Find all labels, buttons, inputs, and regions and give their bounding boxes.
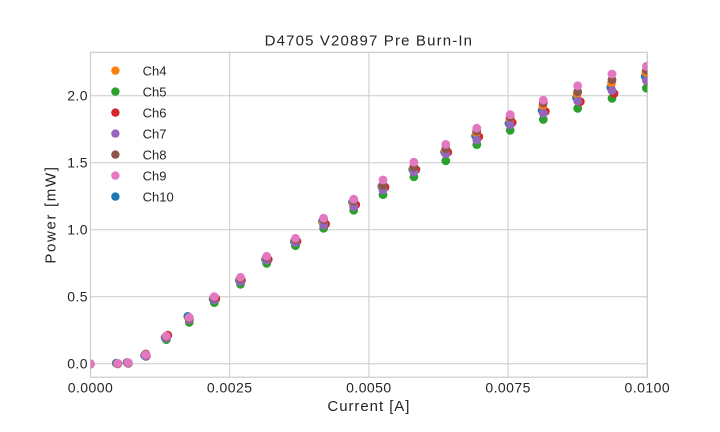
svg-text:Ch10: Ch10 [143, 189, 174, 204]
svg-text:0.0075: 0.0075 [485, 379, 531, 395]
svg-text:Ch9: Ch9 [143, 168, 167, 183]
svg-text:Ch4: Ch4 [143, 63, 167, 78]
svg-text:1.5: 1.5 [67, 155, 88, 171]
svg-text:Power [mW]: Power [mW] [42, 165, 59, 263]
svg-text:1.0: 1.0 [67, 222, 88, 238]
svg-text:0.5: 0.5 [67, 289, 88, 305]
svg-text:D4705 V20897 Pre Burn-In: D4705 V20897 Pre Burn-In [265, 33, 474, 50]
svg-text:0.0025: 0.0025 [207, 379, 253, 395]
svg-text:Ch6: Ch6 [143, 105, 167, 120]
svg-text:Ch8: Ch8 [143, 147, 167, 162]
svg-text:0.0100: 0.0100 [625, 379, 671, 395]
svg-text:0.0000: 0.0000 [68, 379, 114, 395]
svg-text:Ch7: Ch7 [143, 126, 167, 141]
svg-text:0.0: 0.0 [67, 356, 88, 372]
svg-text:Ch5: Ch5 [143, 84, 167, 99]
svg-text:Current [A]: Current [A] [327, 398, 410, 415]
svg-text:0.0050: 0.0050 [346, 379, 392, 395]
svg-text:2.0: 2.0 [67, 88, 88, 104]
